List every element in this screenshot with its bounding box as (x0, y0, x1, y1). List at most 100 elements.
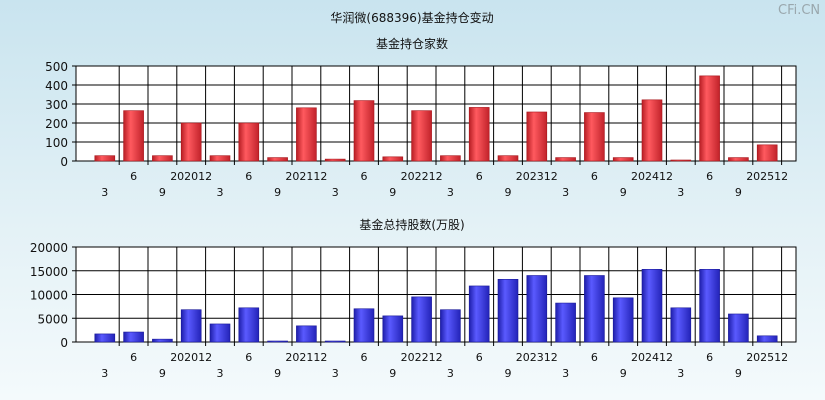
bar-202009 (152, 338, 173, 343)
x-tick-label: 9 (159, 367, 166, 380)
bar-202112 (296, 107, 317, 162)
y-tick-label: 300 (45, 98, 68, 112)
bar-202303 (440, 309, 461, 343)
bar-202309 (497, 278, 519, 343)
bar-202312 (526, 275, 548, 343)
bar-202103 (209, 155, 231, 162)
x-tick-label: 9 (620, 186, 627, 199)
x-tick-label: 9 (274, 186, 281, 199)
bar-202509 (728, 157, 749, 162)
bar-202306 (468, 285, 490, 343)
bar-202112 (296, 325, 317, 343)
bar-202406 (584, 112, 605, 162)
bar-202506 (699, 269, 720, 343)
bar-202312 (526, 111, 548, 162)
bar-202203 (324, 158, 346, 162)
x-tick-label: 9 (505, 186, 512, 199)
chart1-title: 基金持仓家数 (376, 36, 448, 51)
x-tick-label: 9 (274, 367, 281, 380)
x-tick-label: 202012 (170, 170, 212, 183)
x-tick-label: 3 (217, 367, 224, 380)
x-tick-label: 9 (159, 186, 166, 199)
y-tick-label: 5000 (37, 312, 68, 326)
y-tick-label: 20000 (30, 241, 68, 255)
x-tick-label: 3 (217, 186, 224, 199)
bar-202509 (728, 313, 749, 343)
bar-202412 (641, 99, 663, 162)
bar-202009 (152, 155, 173, 162)
bar-202209 (382, 315, 404, 343)
bar-202203 (324, 340, 346, 343)
chart2-title: 基金总持股数(万股) (359, 217, 464, 232)
x-tick-label: 6 (476, 170, 483, 183)
bar-202412 (641, 269, 663, 343)
x-tick-label: 3 (447, 367, 454, 380)
bar-202206 (353, 100, 375, 162)
x-tick-label: 6 (245, 170, 252, 183)
x-tick-label: 6 (361, 351, 368, 364)
x-tick-label: 9 (389, 186, 396, 199)
y-tick-label: 400 (45, 79, 68, 93)
x-tick-label: 9 (620, 367, 627, 380)
bar-202409 (612, 297, 634, 343)
x-tick-label: 3 (677, 367, 684, 380)
x-tick-label: 9 (735, 367, 742, 380)
bar-202106 (238, 122, 260, 162)
bar-202403 (555, 302, 576, 343)
bar-202409 (612, 157, 634, 162)
bar-202006 (123, 110, 144, 162)
bar-202012 (180, 309, 202, 343)
y-tick-label: 0 (60, 336, 68, 350)
x-tick-label: 202012 (170, 351, 212, 364)
y-tick-label: 15000 (30, 265, 68, 279)
x-tick-label: 202212 (401, 351, 443, 364)
x-tick-label: 6 (706, 170, 713, 183)
page-title: 华润微(688396)基金持仓变动 (330, 10, 493, 25)
x-tick-label: 202412 (631, 170, 673, 183)
x-tick-label: 202512 (746, 351, 788, 364)
bar-202406 (584, 275, 605, 343)
x-tick-label: 3 (677, 186, 684, 199)
x-tick-label: 202212 (401, 170, 443, 183)
bar-202506 (699, 75, 720, 162)
x-tick-label: 202312 (516, 351, 558, 364)
bar-202012 (180, 122, 202, 162)
chart1-area: 0 100 200 300 400 500 3 6 9 202012 3 6 9 202112 3 6 9 202… (45, 60, 797, 199)
x-tick-label: 3 (332, 367, 339, 380)
bar-202403 (555, 157, 576, 162)
x-tick-label: 202112 (285, 351, 327, 364)
x-tick-label: 6 (706, 351, 713, 364)
x-tick-label: 6 (361, 170, 368, 183)
x-tick-label: 3 (447, 186, 454, 199)
bar-202303 (440, 155, 461, 162)
bar-202206 (353, 308, 375, 343)
bar-202212 (411, 110, 432, 162)
x-tick-label: 6 (130, 170, 137, 183)
x-tick-label: 202512 (746, 170, 788, 183)
bar-202512 (756, 335, 778, 343)
y-tick-label: 100 (45, 136, 68, 150)
x-tick-label: 202412 (631, 351, 673, 364)
bar-202512 (756, 144, 778, 162)
bar-202212 (411, 296, 432, 343)
x-tick-label: 3 (562, 186, 569, 199)
bar-202109 (267, 157, 288, 162)
bar-202503 (670, 307, 692, 343)
y-tick-label: 200 (45, 117, 68, 131)
x-tick-label: 6 (130, 351, 137, 364)
bar-202306 (468, 107, 490, 162)
bar-202503 (670, 159, 692, 162)
x-tick-label: 6 (476, 351, 483, 364)
y-tick-label: 10000 (30, 289, 68, 303)
x-tick-label: 9 (389, 367, 396, 380)
bar-202003 (94, 155, 116, 162)
bar-202103 (209, 323, 231, 343)
chart2-area: 0 5000 10000 15000 20000 3 6 9 202012 3 6 9 202112 3 6… (30, 241, 797, 380)
x-tick-label: 3 (101, 186, 108, 199)
x-tick-label: 3 (101, 367, 108, 380)
x-tick-label: 3 (562, 367, 569, 380)
x-tick-label: 6 (245, 351, 252, 364)
bar-202006 (123, 331, 144, 343)
y-tick-label: 0 (60, 155, 68, 169)
y-tick-label: 500 (45, 60, 68, 74)
